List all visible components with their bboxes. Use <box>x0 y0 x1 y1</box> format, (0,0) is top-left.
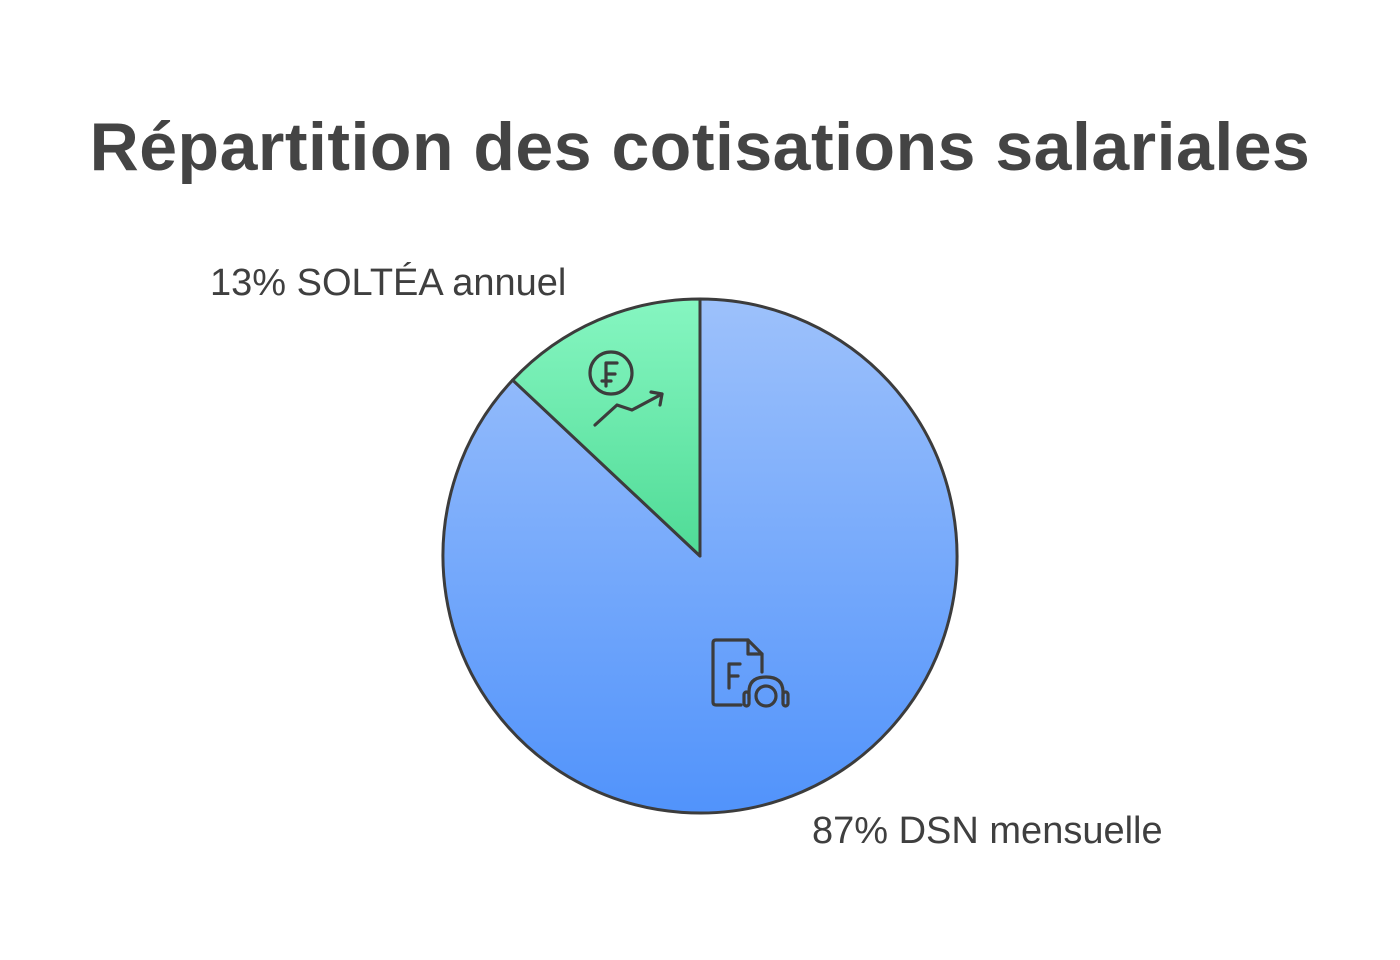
franc-document-support-icon <box>711 638 790 708</box>
slice-label-dsn-mensuelle: 87% DSN mensuelle <box>812 810 1163 852</box>
pie-slice-solt-a-annuel <box>511 297 702 558</box>
franc-growth-icon <box>588 350 664 427</box>
slice-label-soltea-annuel: 13% SOLTÉA annuel <box>210 262 567 304</box>
chart-title: Répartition des cotisations salariales <box>89 109 1311 185</box>
